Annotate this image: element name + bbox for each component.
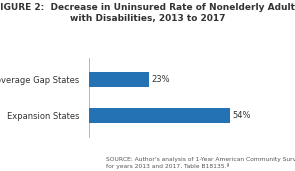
Text: SOURCE: Author's analysis of 1-Year American Community Survey data
for years 201: SOURCE: Author's analysis of 1-Year Amer… xyxy=(106,157,295,169)
Bar xyxy=(88,72,149,87)
Text: FIGURE 2:  Decrease in Uninsured Rate of Nonelderly Adults
with Disabilities, 20: FIGURE 2: Decrease in Uninsured Rate of … xyxy=(0,3,295,23)
Text: 54%: 54% xyxy=(232,111,251,120)
Bar xyxy=(88,108,230,123)
Text: 23%: 23% xyxy=(151,75,170,84)
